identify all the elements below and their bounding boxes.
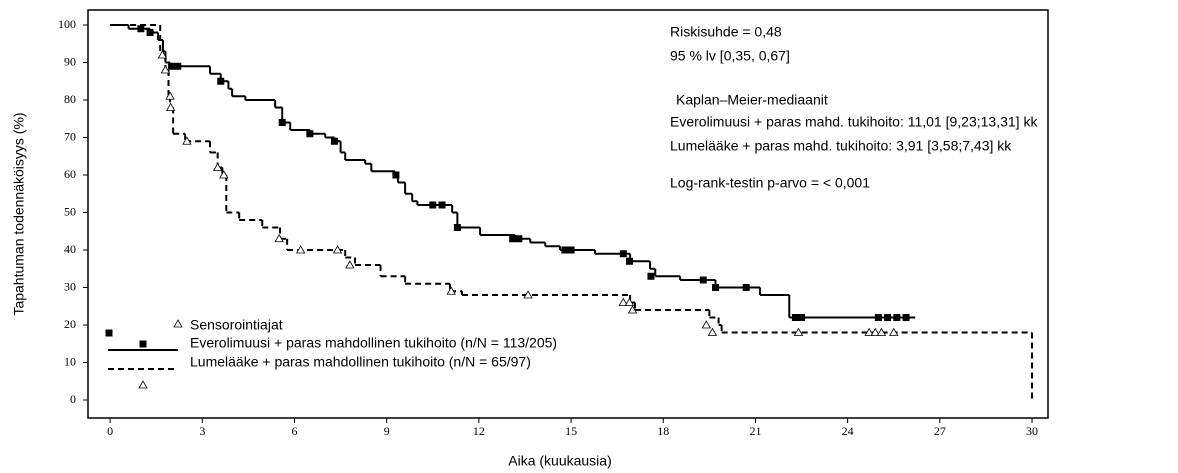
censor-mark — [160, 65, 171, 74]
censor-mark — [874, 314, 882, 321]
censor-mark — [627, 305, 638, 314]
y-tick-label: 20 — [64, 317, 76, 331]
censor-mark — [876, 327, 887, 336]
annotation: Kaplan–Meier-mediaanit — [676, 92, 828, 108]
legend-marker — [139, 340, 147, 348]
x-tick-label: 9 — [384, 424, 390, 438]
censor-mark — [884, 314, 892, 321]
censor-mark — [157, 50, 168, 59]
censor-mark — [699, 276, 707, 284]
censor-mark — [791, 314, 799, 321]
censor-mark — [438, 201, 446, 209]
censor-mark — [146, 29, 154, 36]
y-tick-label: 10 — [64, 354, 76, 368]
censor-mark — [567, 246, 575, 254]
annotation: Log-rank-testin p-arvo = < 0,001 — [670, 175, 870, 191]
x-tick-label: 27 — [934, 424, 946, 438]
legend-censor-label: Sensorointiajat — [190, 317, 283, 333]
annotation: Everolimuusi + paras mahd. tukihoito: 11… — [670, 114, 1038, 130]
censor-mark — [618, 297, 629, 306]
censor-mark — [864, 327, 874, 336]
censor-mark — [429, 201, 437, 209]
censor-mark — [219, 170, 229, 179]
legend-marker — [138, 380, 148, 389]
y-tick-label: 90 — [64, 54, 76, 68]
legend-label: Lumelääke + paras mahdollinen tukihoito … — [190, 354, 531, 370]
y-tick-label: 70 — [64, 129, 76, 143]
annotation: Riskisuhde = 0,48 — [670, 24, 782, 40]
y-tick-label: 50 — [64, 204, 76, 218]
x-tick-label: 6 — [292, 424, 298, 438]
y-tick-label: 60 — [64, 167, 76, 181]
legend-marker — [105, 329, 113, 337]
censor-mark — [624, 297, 635, 306]
censor-mark — [274, 233, 284, 243]
x-tick-label: 30 — [1026, 424, 1038, 438]
censor-mark — [446, 286, 456, 295]
censor-mark — [392, 171, 400, 179]
censor-mark — [701, 320, 711, 329]
x-tick-label: 15 — [565, 424, 577, 438]
censor-mark — [278, 119, 286, 126]
censor-mark — [217, 77, 225, 85]
legend-marker — [173, 319, 183, 328]
x-tick-label: 24 — [842, 424, 854, 438]
censor-mark — [870, 327, 880, 336]
censor-mark — [306, 130, 314, 138]
legend-label: Everolimuusi + paras mahdollinen tukihoi… — [190, 335, 557, 351]
x-tick-label: 0 — [107, 424, 113, 438]
censor-mark — [165, 102, 176, 111]
censor-mark — [168, 62, 176, 70]
x-tick-label: 21 — [749, 424, 761, 438]
censor-mark — [798, 314, 806, 321]
censor-mark — [174, 62, 182, 70]
censor-mark — [889, 327, 899, 336]
y-tick-label: 0 — [70, 392, 76, 406]
y-tick-label: 30 — [64, 279, 76, 293]
annotation: Lumelääke + paras mahd. tukihoito: 3,91 … — [670, 138, 1012, 154]
censor-mark — [453, 224, 461, 231]
censor-mark — [625, 257, 633, 265]
y-tick-label: 100 — [58, 17, 76, 31]
censor-mark — [212, 162, 223, 171]
censor-mark — [295, 245, 306, 254]
censor-mark — [515, 235, 523, 243]
x-tick-label: 3 — [199, 424, 205, 438]
censor-mark — [902, 314, 910, 321]
annotation: 95 % lv [0,35, 0,67] — [670, 48, 790, 64]
censor-mark — [345, 260, 355, 269]
x-axis-label: Aika (kuukausia) — [508, 453, 612, 469]
y-axis-label: Tapahtuman todennäköisyys (%) — [11, 112, 27, 315]
y-tick-label: 40 — [64, 242, 76, 256]
censor-mark — [893, 314, 901, 321]
censor-mark — [707, 327, 718, 336]
censor-mark — [165, 91, 175, 100]
plot-frame — [87, 9, 1049, 419]
censor-mark — [509, 235, 517, 243]
censor-mark — [647, 272, 655, 280]
censor-mark — [523, 290, 533, 299]
censor-mark — [619, 250, 627, 258]
x-tick-label: 18 — [657, 424, 669, 438]
censor-mark — [182, 136, 192, 145]
censor-mark — [742, 284, 750, 291]
x-tick-label: 12 — [473, 424, 485, 438]
censor-mark — [137, 25, 145, 33]
censor-mark — [712, 284, 720, 291]
censor-mark — [330, 137, 338, 145]
y-tick-label: 80 — [64, 92, 76, 106]
censor-mark — [793, 327, 804, 336]
censor-mark — [332, 245, 343, 254]
censor-mark — [561, 246, 569, 254]
